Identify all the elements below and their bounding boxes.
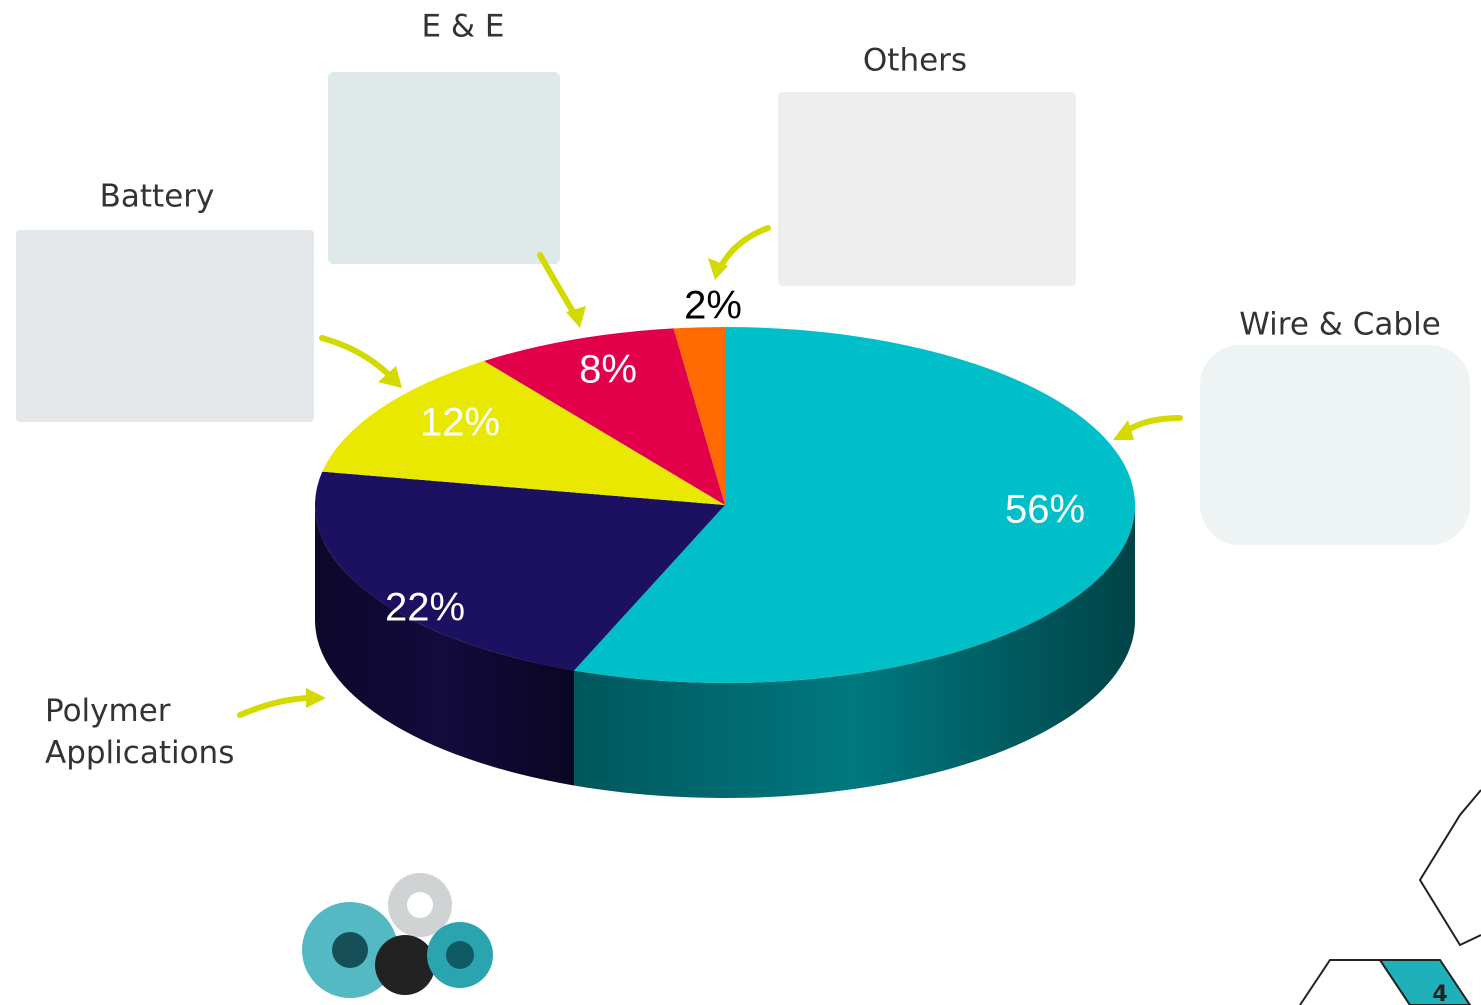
category-label: E & E	[421, 9, 504, 45]
category-label: Others	[863, 43, 967, 79]
ee-image	[328, 72, 560, 264]
pie: 56% 22% 12% 8% 2%	[314, 284, 1135, 798]
slice	[314, 471, 725, 671]
category-label: Polymer Applications	[45, 693, 234, 771]
product-images	[16, 72, 1470, 998]
slice	[673, 327, 725, 505]
wire-image	[1200, 345, 1470, 545]
others-image	[778, 92, 1076, 286]
slice-side-shade	[315, 505, 575, 786]
slice-side-shade	[574, 505, 1135, 798]
pie-sides	[315, 505, 1135, 798]
arrow	[1122, 415, 1183, 435]
category-label: Battery	[100, 179, 215, 215]
arrow	[717, 225, 771, 271]
value-label: 8%	[579, 348, 637, 392]
category-label: Wire & Cable	[1239, 307, 1441, 343]
value-label: 56%	[1005, 488, 1085, 532]
corner-decoration	[1299, 789, 1481, 1005]
value-label: 12%	[420, 401, 500, 445]
slice	[574, 327, 1135, 683]
arrow	[319, 335, 395, 381]
arrow	[537, 252, 578, 318]
page-number: 4	[1432, 982, 1447, 1005]
value-label: 22%	[385, 586, 465, 630]
pie-tops	[314, 327, 1135, 683]
battery-image	[16, 230, 314, 422]
arrowheads	[306, 258, 1134, 708]
value-label: 2%	[684, 284, 742, 328]
polymer-image	[302, 873, 493, 998]
arrow	[237, 695, 315, 718]
slice	[322, 360, 725, 505]
slice	[484, 328, 725, 505]
